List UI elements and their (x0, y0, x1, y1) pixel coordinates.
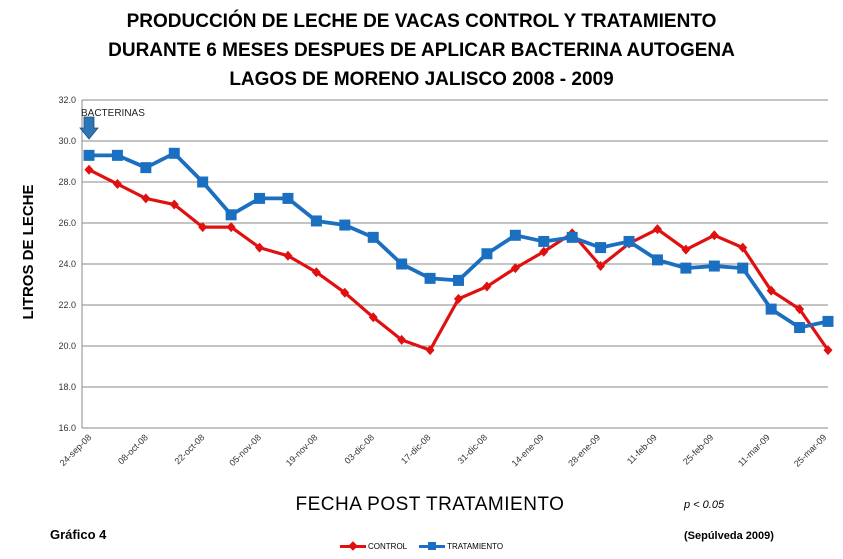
tratamiento-point (83, 149, 95, 161)
tratamiento-point (595, 242, 607, 254)
x-tick-label: 19-nov-08 (284, 432, 320, 468)
control-point (226, 222, 236, 233)
tratamiento-point (509, 229, 521, 241)
tratamiento-point (481, 248, 493, 260)
tratamiento-point (737, 262, 749, 274)
control-point (454, 293, 463, 304)
x-axis-title: FECHA POST TRATAMIENTO (295, 494, 565, 515)
x-tick-label: 17-dic-08 (399, 432, 433, 466)
x-tick-label: 25-mar-09 (792, 432, 828, 468)
chart-title-line-1: PRODUCCIÓN DE LECHE DE VACAS CONTROL Y T… (126, 11, 717, 32)
y-tick-label: 24.0 (58, 259, 76, 269)
x-tick-label: 03-dic-08 (342, 432, 376, 466)
source-note: (Sepúlveda 2009) (684, 530, 774, 542)
y-tick-label: 30.0 (58, 136, 76, 146)
tratamiento-point (651, 254, 663, 266)
legend: CONTROL TRATAMIENTO (340, 539, 515, 553)
control-point (795, 304, 805, 315)
x-tick-label: 05-nov-08 (227, 432, 263, 468)
control-point (169, 199, 179, 210)
y-tick-label: 26.0 (58, 218, 76, 228)
y-tick-label: 32.0 (58, 95, 76, 105)
control-point (141, 193, 151, 204)
control-point (482, 281, 492, 292)
x-tick-label: 25-feb-09 (681, 432, 715, 466)
y-tick-label: 16.0 (58, 423, 76, 433)
control-point (539, 246, 549, 257)
tratamiento-point (538, 235, 550, 247)
figure-label: Gráfico 4 (50, 527, 107, 542)
legend-label-tratamiento: TRATAMIENTO (447, 541, 504, 551)
control-point (84, 164, 94, 175)
x-tick-label: 31-dic-08 (456, 432, 490, 466)
control-point (255, 242, 265, 253)
chart-title-line-3: LAGOS DE MORENO JALISCO 2008 - 2009 (229, 69, 614, 90)
y-tick-label: 22.0 (58, 300, 76, 310)
control-point (596, 261, 606, 272)
control-point (425, 345, 435, 356)
tratamiento-point (140, 162, 152, 174)
control-point (709, 230, 719, 241)
tratamiento-point (680, 262, 692, 274)
legend-item-control: CONTROL (340, 541, 407, 551)
control-point (766, 285, 776, 296)
tratamiento-point (310, 215, 322, 227)
x-tick-label: 11-mar-09 (736, 432, 772, 468)
x-tick-label: 11-feb-09 (625, 432, 659, 466)
y-tick-label: 18.0 (58, 382, 76, 392)
tratamiento-point (424, 272, 436, 284)
tratamiento-point (794, 322, 806, 334)
tratamiento-point (225, 209, 237, 221)
tratamiento-point (708, 260, 720, 272)
legend-swatch-control (340, 541, 366, 551)
control-point (311, 267, 321, 278)
legend-label-control: CONTROL (368, 541, 408, 551)
annotation-label: BACTERINAS (81, 108, 145, 119)
legend-swatch-tratamiento (419, 541, 446, 551)
tratamiento-point (168, 147, 180, 159)
control-point (198, 222, 208, 233)
tratamiento-point (453, 274, 464, 286)
x-tick-label: 08-oct-08 (116, 432, 150, 466)
tratamiento-point (339, 219, 351, 231)
control-point (368, 312, 378, 323)
control-point (283, 250, 293, 261)
p-value-note: p < 0.05 (684, 499, 725, 511)
x-tick-label: 28-ene-09 (566, 432, 602, 468)
tratamiento-point (623, 235, 635, 247)
tratamiento-point (254, 192, 266, 204)
tratamiento-point (111, 149, 123, 161)
tratamiento-point (822, 315, 834, 327)
control-point (397, 334, 407, 345)
control-point (340, 287, 350, 298)
control-point (681, 244, 691, 255)
bacterinas-arrow (79, 116, 99, 140)
chart-title-line-2: DURANTE 6 MESES DESPUES DE APLICAR BACTE… (108, 40, 735, 61)
control-point (112, 179, 122, 190)
tratamiento-point (197, 176, 209, 188)
y-tick-label: 28.0 (58, 177, 76, 187)
legend-item-tratamiento: TRATAMIENTO (419, 541, 503, 551)
control-point (738, 242, 748, 253)
y-tick-label: 20.0 (58, 341, 76, 351)
tratamiento-point (367, 231, 379, 243)
x-tick-label: 14-ene-09 (510, 432, 546, 468)
tratamiento-point (765, 303, 777, 315)
control-point (823, 345, 833, 356)
control-point (510, 263, 520, 274)
x-tick-label: 24-sep-08 (58, 432, 94, 468)
control-point (652, 224, 662, 235)
tratamiento-point (566, 231, 578, 243)
y-axis-title: LITROS DE LECHE (20, 184, 37, 320)
tratamiento-point (396, 258, 408, 270)
series-line-control (88, 168, 830, 352)
tratamiento-point (282, 192, 294, 204)
x-tick-label: 22-oct-08 (173, 432, 207, 466)
